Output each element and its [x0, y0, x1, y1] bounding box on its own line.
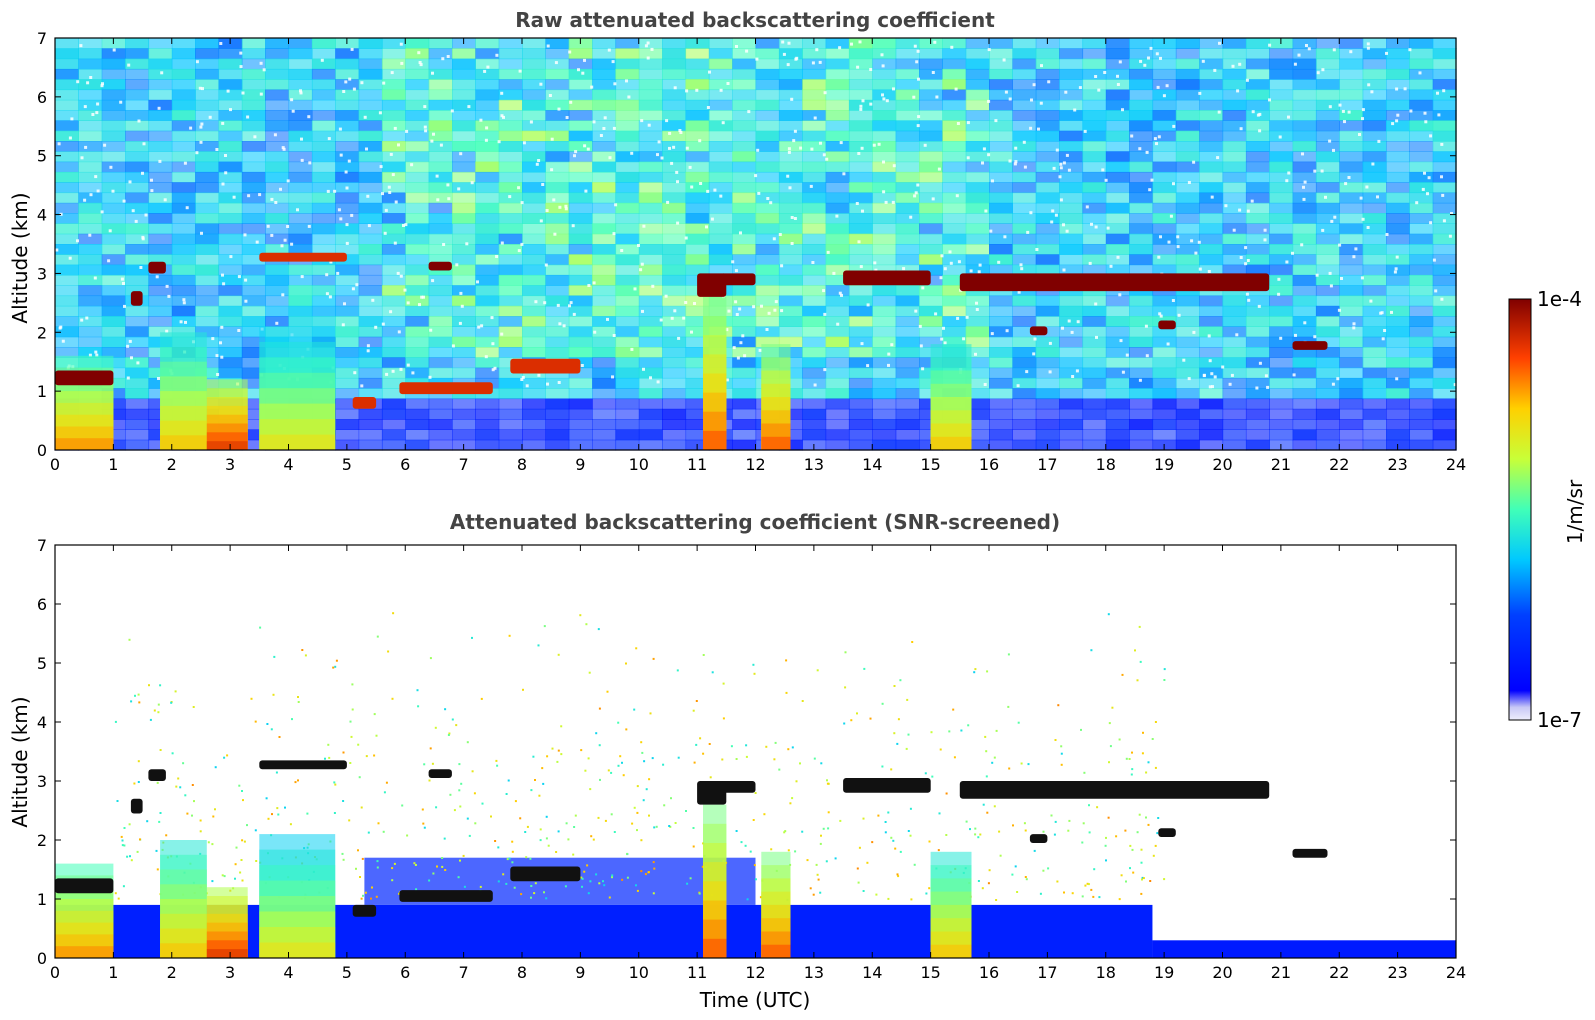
- x-tick-label: 10: [629, 963, 649, 982]
- y-tick-label: 0: [37, 441, 47, 460]
- y-tick-label: 4: [37, 713, 47, 732]
- x-tick-label: 13: [804, 455, 824, 474]
- x-tick-label: 14: [862, 455, 882, 474]
- raw-x-ticks: 0 1 2 3 4 5 6 7 8 9 10 11 12 13 14 15 16 17 18 19 20 21 22 23 24: [50, 38, 1466, 474]
- x-tick-label: 12: [745, 963, 765, 982]
- x-tick-label: 20: [1212, 963, 1232, 982]
- x-tick-label: 1: [108, 455, 118, 474]
- x-tick-label: 5: [342, 455, 352, 474]
- screened-backscatter-panel: Attenuated backscattering coefficient (S…: [8, 510, 1466, 1012]
- x-tick-label: 11: [687, 455, 707, 474]
- x-tick-label: 0: [50, 963, 60, 982]
- x-tick-label: 1: [108, 963, 118, 982]
- colorbar-max-label: 1e-4: [1537, 287, 1582, 311]
- y-tick-label: 1: [37, 382, 47, 401]
- x-tick-label: 3: [225, 963, 235, 982]
- x-tick-label: 22: [1329, 455, 1349, 474]
- screened-heatmap: [55, 612, 1456, 959]
- y-tick-label: 0: [37, 949, 47, 968]
- x-tick-label: 13: [804, 963, 824, 982]
- x-tick-label: 15: [920, 455, 940, 474]
- x-tick-label: 21: [1271, 963, 1291, 982]
- raw-backscatter-panel: Raw attenuated backscattering coefficien…: [8, 8, 1466, 474]
- y-tick-label: 3: [37, 264, 47, 283]
- colorbar-gradient: [1508, 298, 1532, 721]
- x-tick-label: 16: [979, 455, 999, 474]
- x-tick-label: 24: [1446, 963, 1466, 982]
- x-tick-label: 5: [342, 963, 352, 982]
- x-tick-label: 0: [50, 455, 60, 474]
- raw-y-ticks: 0 1 2 3 4 5 6 7: [37, 29, 1456, 460]
- x-tick-label: 4: [283, 963, 293, 982]
- x-tick-label: 21: [1271, 455, 1291, 474]
- x-tick-label: 9: [575, 455, 585, 474]
- x-tick-label: 7: [459, 455, 469, 474]
- x-tick-label: 23: [1387, 455, 1407, 474]
- x-tick-label: 14: [862, 963, 882, 982]
- x-tick-label: 18: [1096, 455, 1116, 474]
- x-tick-label: 2: [167, 963, 177, 982]
- y-tick-label: 6: [37, 595, 47, 614]
- screened-y-ticks: 0 1 2 3 4 5 6 7: [37, 536, 1456, 968]
- x-tick-label: 8: [517, 455, 527, 474]
- x-tick-label: 17: [1037, 963, 1057, 982]
- x-tick-label: 16: [979, 963, 999, 982]
- x-tick-label: 2: [167, 455, 177, 474]
- x-tick-label: 19: [1154, 963, 1174, 982]
- y-tick-label: 7: [37, 29, 47, 48]
- x-tick-label: 19: [1154, 455, 1174, 474]
- x-tick-label: 3: [225, 455, 235, 474]
- x-tick-label: 8: [517, 963, 527, 982]
- raw-heatmap: [55, 38, 1457, 451]
- x-tick-label: 22: [1329, 963, 1349, 982]
- screened-panel-title: Attenuated backscattering coefficient (S…: [450, 510, 1060, 534]
- x-tick-label: 6: [400, 963, 410, 982]
- y-tick-label: 3: [37, 772, 47, 791]
- colorbar-min-label: 1e-7: [1537, 708, 1582, 732]
- x-tick-label: 23: [1387, 963, 1407, 982]
- screened-y-axis-label: Altitude (km): [8, 696, 32, 827]
- y-tick-label: 5: [37, 654, 47, 673]
- x-tick-label: 12: [745, 455, 765, 474]
- x-tick-label: 15: [920, 963, 940, 982]
- screened-x-ticks: 0 1 2 3 4 5 6 7 8 9 10 11 12 13 14 15 16 17 18 19 20 21 22 23 24: [50, 545, 1466, 982]
- x-tick-label: 24: [1446, 455, 1466, 474]
- x-tick-label: 9: [575, 963, 585, 982]
- y-tick-label: 4: [37, 206, 47, 225]
- x-tick-label: 7: [459, 963, 469, 982]
- y-tick-label: 7: [37, 536, 47, 555]
- y-tick-label: 5: [37, 147, 47, 166]
- x-tick-label: 6: [400, 455, 410, 474]
- y-tick-label: 6: [37, 88, 47, 107]
- x-axis-label: Time (UTC): [699, 988, 811, 1012]
- raw-y-axis-label: Altitude (km): [8, 192, 32, 323]
- colorbar: 1e-4 1e-7 1/m/sr: [1508, 287, 1587, 732]
- x-tick-label: 18: [1096, 963, 1116, 982]
- y-tick-label: 2: [37, 323, 47, 342]
- x-tick-label: 10: [629, 455, 649, 474]
- y-tick-label: 2: [37, 831, 47, 850]
- x-tick-label: 11: [687, 963, 707, 982]
- x-tick-label: 4: [283, 455, 293, 474]
- x-tick-label: 20: [1212, 455, 1232, 474]
- raw-panel-title: Raw attenuated backscattering coefficien…: [515, 8, 995, 32]
- y-tick-label: 1: [37, 890, 47, 909]
- colorbar-unit-label: 1/m/sr: [1563, 479, 1587, 544]
- x-tick-label: 17: [1037, 455, 1057, 474]
